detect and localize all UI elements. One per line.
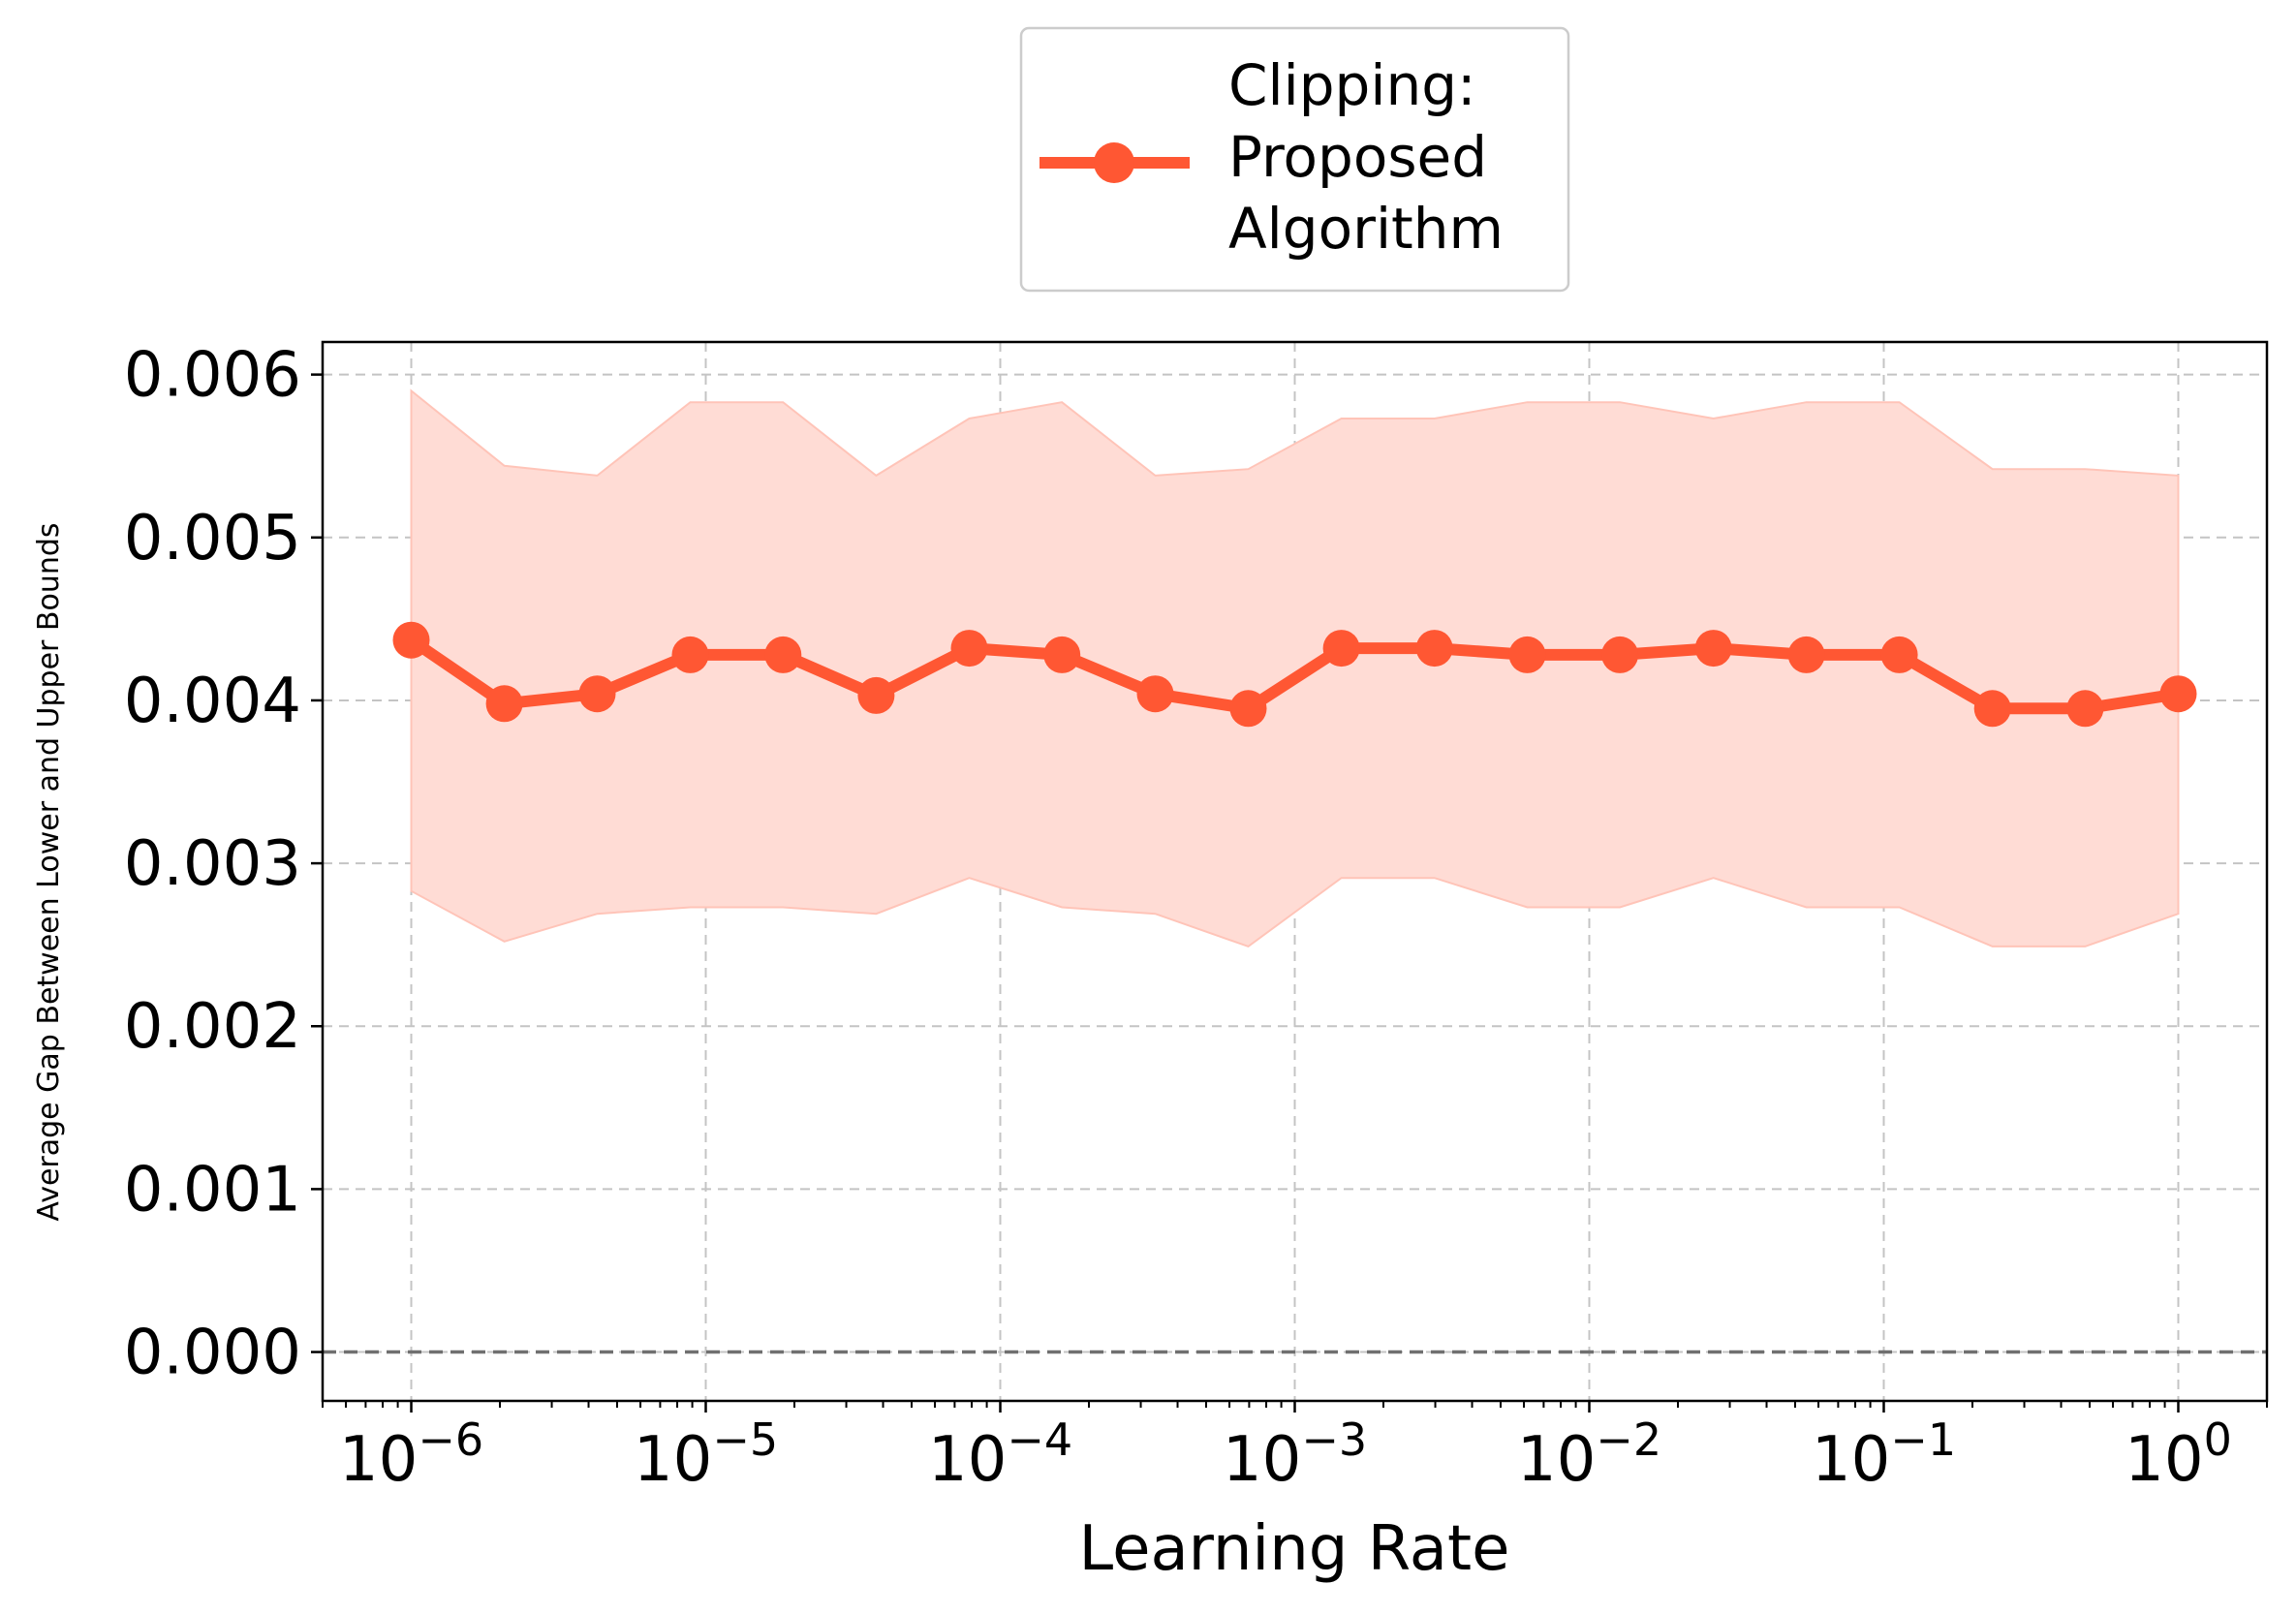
data-point-marker xyxy=(671,636,709,673)
data-point-marker xyxy=(1694,630,1732,668)
data-point-marker xyxy=(1136,675,1174,713)
data-point-marker xyxy=(1787,636,1825,673)
axes: 0.000 0.001 0.002 0.003 0.004 0.005 0.006 10−6 1… xyxy=(124,340,2268,1496)
x-tick-label: 100 xyxy=(2125,1413,2232,1496)
x-tick-label: 10−4 xyxy=(928,1413,1072,1496)
legend-label-line-1: Clipping: xyxy=(1228,52,1476,118)
y-tick-label: 0.006 xyxy=(124,340,301,412)
data-point-marker xyxy=(950,630,988,668)
y-tick-label: 0.002 xyxy=(124,991,301,1063)
data-point-marker xyxy=(1508,636,1546,673)
legend: Clipping: Proposed Algorithm xyxy=(1019,26,1570,293)
legend-marker xyxy=(1094,142,1134,183)
data-point-marker xyxy=(1415,630,1453,668)
data-point-marker xyxy=(2159,675,2197,713)
legend-label-line-2: Proposed xyxy=(1228,124,1487,190)
data-point-marker xyxy=(1973,690,2011,728)
y-tick-label: 0.004 xyxy=(124,666,301,737)
x-tick-label: 10−5 xyxy=(634,1413,778,1496)
x-axis-label: Learning Rate xyxy=(1079,1513,1510,1585)
x-tick-label: 10−2 xyxy=(1517,1413,1661,1496)
data-point-marker xyxy=(392,621,430,659)
y-tick-label: 0.005 xyxy=(124,503,301,575)
confidence-band xyxy=(410,388,2180,948)
data-point-marker xyxy=(1601,636,1639,673)
y-tick-label: 0.001 xyxy=(124,1154,301,1226)
legend-label-line-3: Algorithm xyxy=(1228,196,1504,262)
data-point-marker xyxy=(2066,690,2104,728)
data-point-marker xyxy=(857,676,895,714)
y-axis-label: Average Gap Between Lower and Upper Boun… xyxy=(32,522,66,1221)
y-tick-label: 0.003 xyxy=(124,828,301,900)
data-point-marker xyxy=(485,685,523,723)
plot-content xyxy=(323,388,2267,1354)
data-point-marker xyxy=(578,675,616,713)
data-point-marker xyxy=(1322,630,1360,668)
data-point-marker xyxy=(764,636,802,673)
x-tick-label: 10−6 xyxy=(339,1413,483,1496)
data-point-marker xyxy=(1229,690,1267,728)
data-point-marker xyxy=(1043,636,1081,673)
plot-frame xyxy=(321,340,2269,1403)
x-tick-label: 10−3 xyxy=(1223,1413,1367,1496)
legend-frame xyxy=(1019,26,1570,293)
data-point-marker xyxy=(1880,636,1918,673)
y-tick-label: 0.000 xyxy=(124,1318,301,1389)
x-tick-label: 10−1 xyxy=(1812,1413,1956,1496)
